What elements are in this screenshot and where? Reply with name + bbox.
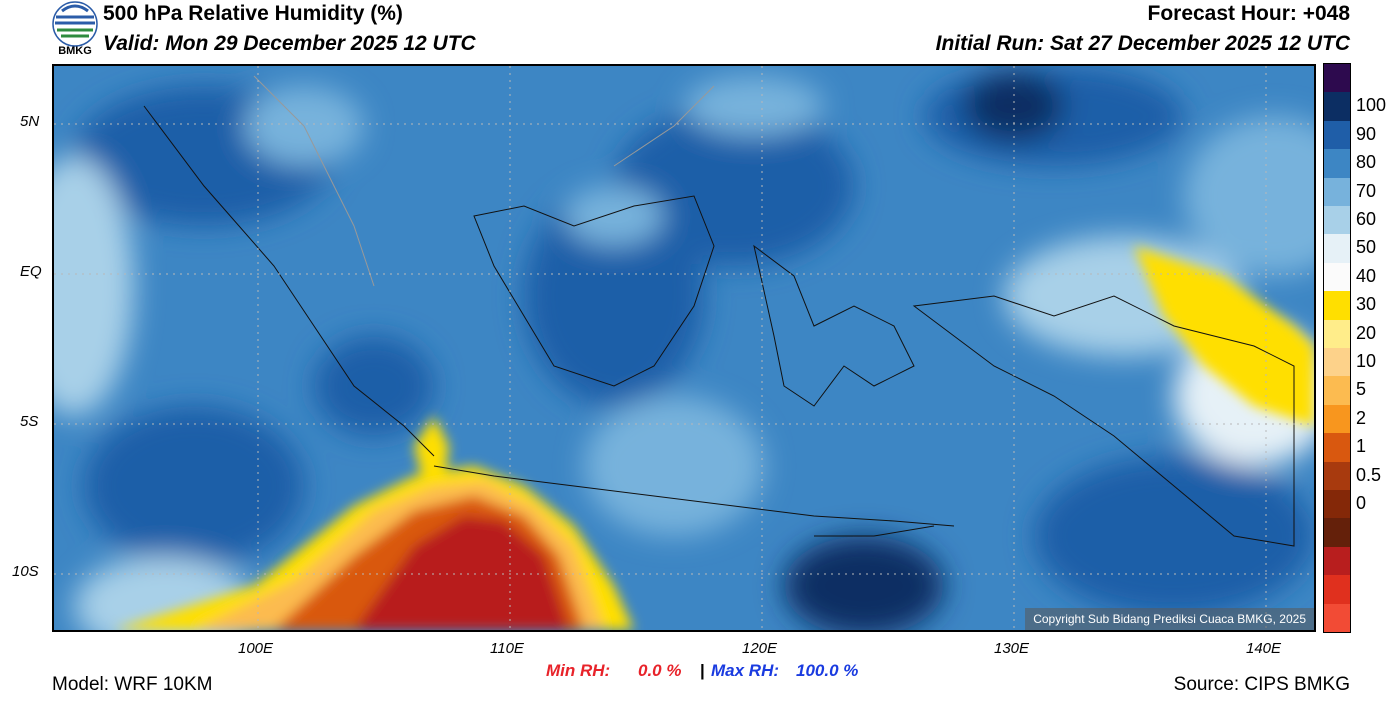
colorbar-label: 40 <box>1356 265 1377 286</box>
colorbar-segment <box>1324 234 1350 264</box>
max-rh-label: Max RH: <box>711 661 780 680</box>
colorbar-label: 30 <box>1356 294 1377 315</box>
humidity-map: Copyright Sub Bidang Prediksi Cuaca BMKG… <box>52 64 1316 632</box>
colorbar-segment <box>1324 120 1350 150</box>
colorbar-label: 100 <box>1356 95 1387 116</box>
logo-text: BMKG <box>58 45 92 57</box>
humidity-field <box>54 66 1314 630</box>
colorbar-segment <box>1324 404 1350 434</box>
colorbar-segment <box>1324 206 1350 235</box>
colorbar-label: 0.5 <box>1356 464 1382 485</box>
colorbar-label: 50 <box>1356 237 1377 258</box>
colorbar-label: 10 <box>1356 351 1377 371</box>
min-rh-label: Min RH: <box>546 661 611 680</box>
lon-label-100e: 100E <box>238 640 274 657</box>
bmkg-logo: BMKG <box>52 1 98 59</box>
colorbar-segment <box>1324 319 1350 349</box>
initial-run: Initial Run: Sat 27 December 2025 12 UTC <box>935 32 1350 55</box>
colorbar-label: 0 <box>1356 493 1367 513</box>
lat-label-eq: EQ <box>20 263 42 280</box>
map-title: 500 hPa Relative Humidity (%) <box>103 2 403 25</box>
lat-label-10s: 10S <box>12 563 39 580</box>
colorbar-segment <box>1324 490 1350 519</box>
colorbar-label: 90 <box>1356 123 1377 144</box>
colorbar-segment <box>1324 376 1350 406</box>
colorbar-label: 80 <box>1356 152 1377 173</box>
colorbar-label: 70 <box>1356 180 1377 201</box>
source-label: Source: CIPS BMKG <box>1173 674 1350 695</box>
colorbar-segment <box>1324 575 1350 605</box>
colorbar-segment <box>1324 149 1350 179</box>
colorbar-segment <box>1324 92 1350 122</box>
colorbar-segment <box>1324 348 1350 377</box>
colorbar-label: 20 <box>1356 322 1377 343</box>
colorbar-segment <box>1324 603 1350 633</box>
lat-label-5n: 5N <box>20 113 40 130</box>
colorbar-segment <box>1324 291 1350 321</box>
lon-label-140e: 140E <box>1246 640 1282 657</box>
colorbar-label: 2 <box>1356 407 1367 428</box>
min-rh-value: 0.0 % <box>638 661 682 680</box>
lon-label-110e: 110E <box>490 640 524 657</box>
bmkg-logo-icon <box>52 1 98 47</box>
colorbar-segment <box>1324 546 1350 576</box>
stats-separator: | <box>700 661 705 680</box>
colorbar-label: 1 <box>1356 436 1367 457</box>
valid-time: Valid: Mon 29 December 2025 12 UTC <box>103 32 476 55</box>
max-rh-value: 100.0 % <box>796 661 859 680</box>
lon-label-120e: 120E <box>742 640 778 657</box>
colorbar-label: 60 <box>1356 209 1377 229</box>
colorbar-segment <box>1324 518 1350 548</box>
copyright-notice: Copyright Sub Bidang Prediksi Cuaca BMKG… <box>1025 608 1314 630</box>
colorbar-label: 5 <box>1356 379 1367 400</box>
model-label: Model: WRF 10KM <box>52 674 213 695</box>
lon-label-130e: 130E <box>994 640 1030 657</box>
forecast-hour: Forecast Hour: +048 <box>1147 2 1351 25</box>
colorbar-segment <box>1324 433 1350 463</box>
colorbar-segment <box>1324 64 1350 93</box>
colorbar-segment <box>1324 177 1350 207</box>
colorbar-segment <box>1324 461 1350 491</box>
colorbar <box>1323 63 1351 633</box>
colorbar-segment <box>1324 262 1350 292</box>
lat-label-5s: 5S <box>20 413 39 430</box>
